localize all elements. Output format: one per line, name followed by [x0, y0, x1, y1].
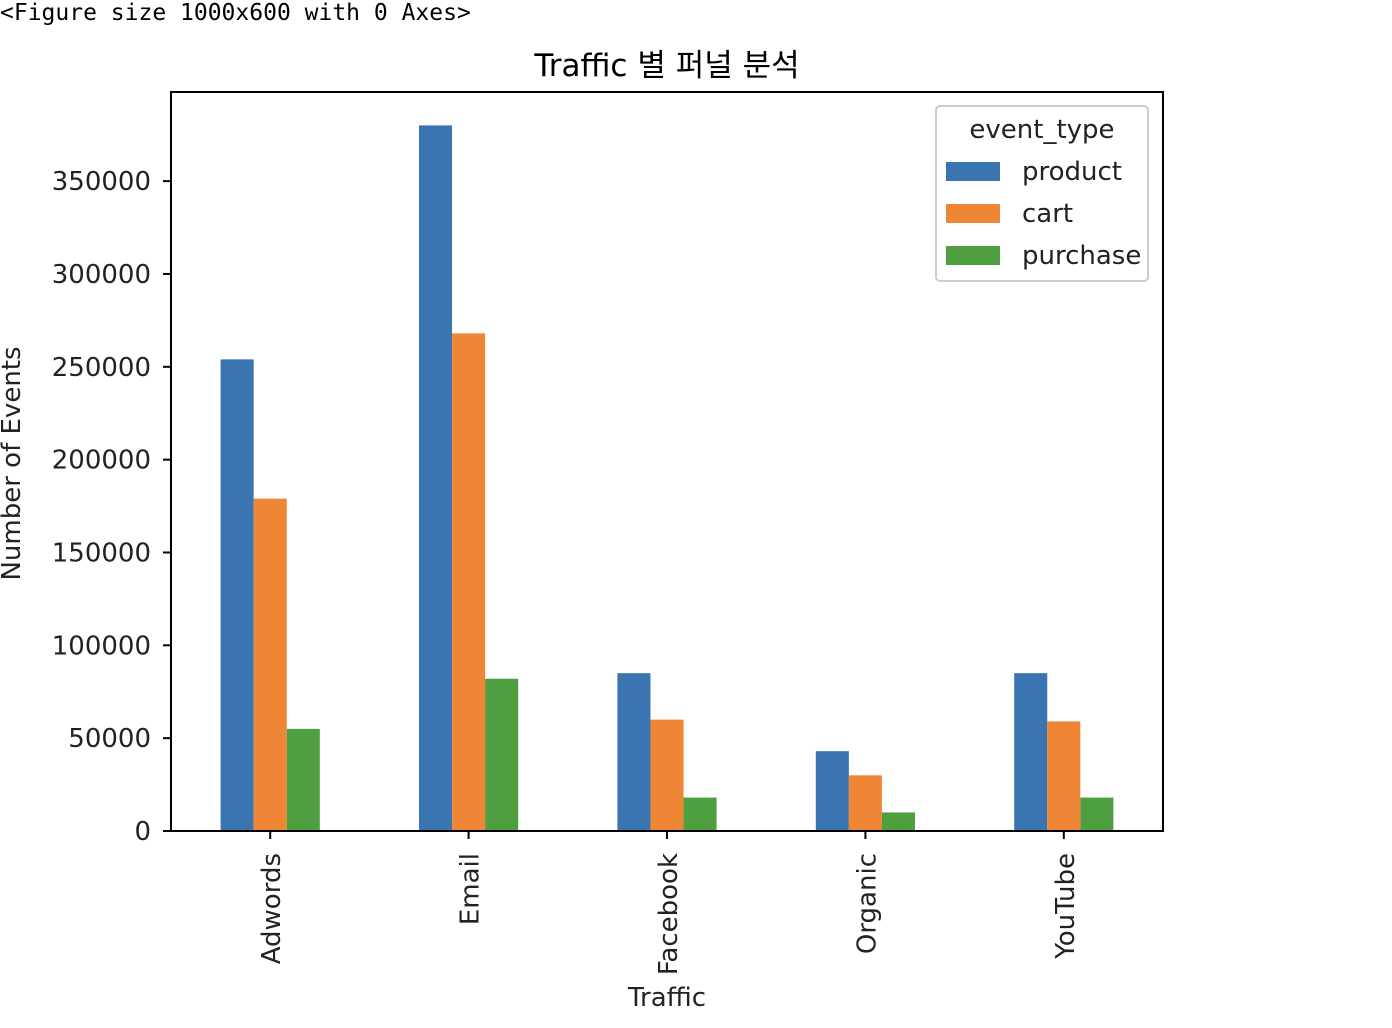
bar-purchase-facebook [683, 797, 717, 831]
legend-swatch-product [946, 162, 1000, 181]
legend-label-purchase: purchase [1022, 241, 1141, 271]
bars-group [220, 125, 1114, 831]
bar-cart-youtube [1047, 721, 1081, 831]
bar-purchase-youtube [1080, 797, 1114, 831]
bar-product-adwords [220, 359, 254, 831]
legend-title: event_type [969, 115, 1114, 145]
x-tick-label-organic: Organic [852, 853, 882, 954]
bar-cart-adwords [253, 498, 287, 831]
y-tick-label: 0 [134, 817, 151, 847]
x-axis-label: Traffic [627, 983, 706, 1013]
x-tick-label-facebook: Facebook [654, 853, 684, 975]
y-tick-label: 100000 [52, 631, 151, 661]
bar-purchase-adwords [286, 728, 320, 831]
bar-product-facebook [617, 673, 651, 831]
legend-box [935, 105, 1149, 282]
y-tick-label: 250000 [52, 353, 151, 383]
y-axis-label: Number of Events [0, 346, 27, 580]
x-tick-label-youtube: YouTube [1051, 853, 1081, 960]
legend-label-product: product [1022, 157, 1122, 187]
bar-product-email [419, 125, 453, 831]
y-tick-label: 150000 [52, 538, 151, 568]
y-tick-label: 200000 [52, 446, 151, 476]
plot-frame [170, 91, 1164, 832]
y-axis: 0 50000 100000 150000 200000 250000 300000 3500… [52, 167, 171, 847]
x-axis: Adwords Email Facebook Organic YouTube [257, 831, 1081, 975]
y-tick-label: 350000 [52, 167, 151, 197]
x-tick-label-email: Email [456, 853, 486, 925]
bar-cart-organic [848, 775, 882, 831]
legend-swatch-purchase [946, 246, 1000, 265]
bar-purchase-email [485, 678, 519, 831]
figure-size-output: <Figure size 1000x600 with 0 Axes> [0, 0, 471, 26]
legend-swatch-cart [946, 204, 1000, 223]
bar-cart-facebook [650, 719, 684, 831]
x-tick-label-adwords: Adwords [257, 853, 287, 964]
bar-purchase-organic [881, 812, 915, 831]
bar-product-youtube [1014, 673, 1048, 831]
chart-title: Traffic 별 퍼널 분석 [533, 48, 799, 84]
y-tick-label: 300000 [52, 260, 151, 290]
bar-product-organic [815, 751, 849, 831]
legend-label-cart: cart [1022, 199, 1073, 229]
y-tick-label: 50000 [68, 724, 151, 754]
bar-cart-email [452, 333, 486, 831]
